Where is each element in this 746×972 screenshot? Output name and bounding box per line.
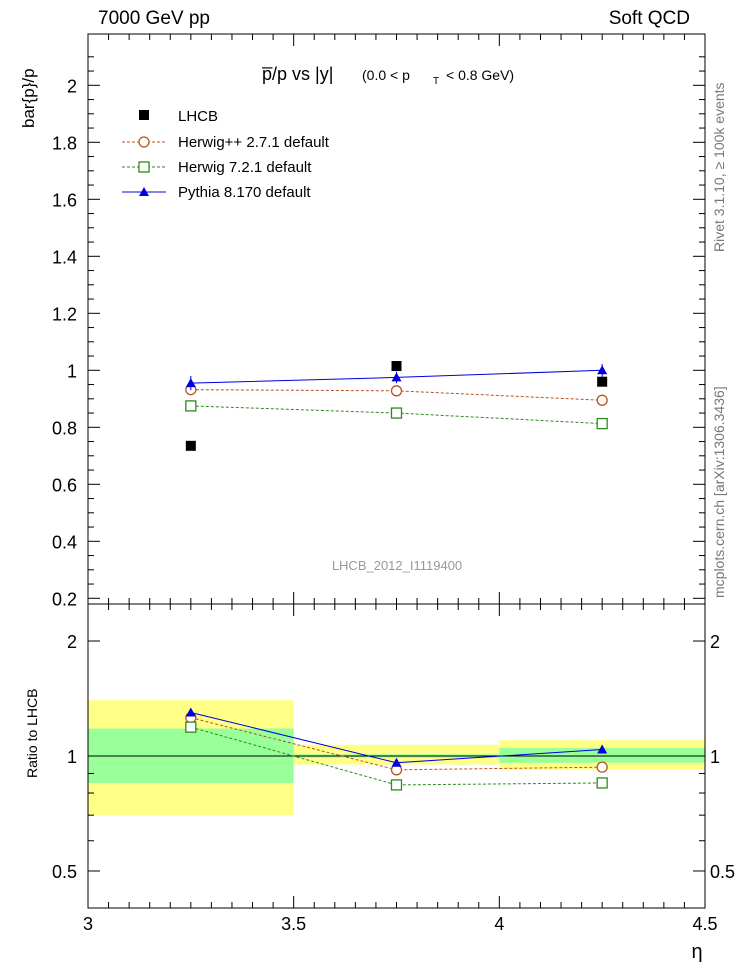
legend-label-pythia: Pythia 8.170 default (178, 184, 311, 201)
legend-marker-pythia (139, 187, 149, 196)
header-right: Soft QCD (609, 8, 690, 29)
x-axis-label: η (691, 941, 702, 963)
y-tick-label: 0.4 (52, 532, 77, 552)
analysis-watermark: LHCB_2012_I1119400 (332, 558, 462, 573)
title-cut-sub: T (433, 76, 439, 87)
data-point (390, 385, 403, 397)
legend-label-herwig7: Herwig 7.2.1 default (178, 159, 312, 176)
title-main: p̅/p vs |y| (261, 64, 333, 84)
ratio-y-tick-label-right: 0.5 (710, 862, 735, 882)
y-tick-label: 0.8 (52, 418, 77, 438)
legend-marker-herwig7 (138, 161, 150, 173)
header-left: 7000 GeV pp (98, 8, 210, 29)
y-tick-label: 1.2 (52, 304, 77, 324)
data-point (596, 394, 608, 406)
y-tick-label: 0.2 (52, 589, 77, 609)
legend-label-lhcb: LHCB (178, 108, 218, 125)
title-cut-suffix: < 0.8 GeV) (446, 67, 514, 83)
y-tick-label: 1.8 (52, 133, 77, 153)
ratio-y-tick-label: 2 (67, 632, 77, 652)
x-tick-label: 3 (83, 914, 93, 934)
ratio-point (185, 721, 197, 733)
ratio-point (391, 757, 402, 767)
ratio-y-tick-label-right: 2 (710, 632, 720, 652)
legend: LHCB Herwig++ 2.7.1 default Herwig 7.2.1… (122, 108, 330, 201)
mcplots-label: mcplots.cern.ch [arXiv:1306.3436] (711, 386, 727, 598)
y-tick-label: 0.6 (52, 475, 77, 495)
data-point (597, 365, 608, 375)
data-point (390, 407, 403, 419)
ratio-y-axis-label: Ratio to LHCB (24, 689, 40, 778)
y-tick-label: 1.6 (52, 190, 77, 210)
ratio-point (390, 779, 403, 791)
legend-label-herwigpp: Herwig++ 2.7.1 default (178, 134, 330, 151)
y-tick-label: 1.4 (52, 247, 77, 267)
rivet-label: Rivet 3.1.10, ≥ 100k events (711, 82, 727, 252)
data-point (597, 376, 608, 387)
data-point (391, 372, 402, 382)
y-tick-label: 1 (67, 361, 77, 381)
title-cut-prefix: (0.0 < p (362, 67, 410, 83)
ratio-point (596, 761, 608, 773)
data-point (185, 400, 197, 412)
x-tick-label: 4 (494, 914, 504, 934)
ratio-y-tick-label-right: 1 (710, 747, 720, 767)
ratio-band-inner (499, 747, 705, 763)
x-tick-label: 3.5 (281, 914, 306, 934)
ratio-series-line (190, 726, 603, 786)
ratio-y-tick-label: 0.5 (52, 862, 77, 882)
data-point (391, 361, 402, 372)
y-axis-label: bar{p}/p (19, 68, 38, 128)
ratio-y-tick-label: 1 (67, 747, 77, 767)
legend-marker-herwigpp (138, 136, 150, 148)
ratio-point (597, 744, 608, 754)
data-point (185, 378, 196, 388)
data-point (185, 440, 196, 451)
data-point (596, 417, 608, 430)
ratio-point (596, 777, 608, 789)
legend-marker-lhcb (139, 110, 149, 120)
y-tick-label: 2 (67, 76, 77, 96)
ratio-point (185, 707, 196, 717)
x-tick-label: 4.5 (692, 914, 717, 934)
chart-title: p̅/p vs |y| (0.0 < p T < 0.8 GeV) (261, 64, 514, 87)
